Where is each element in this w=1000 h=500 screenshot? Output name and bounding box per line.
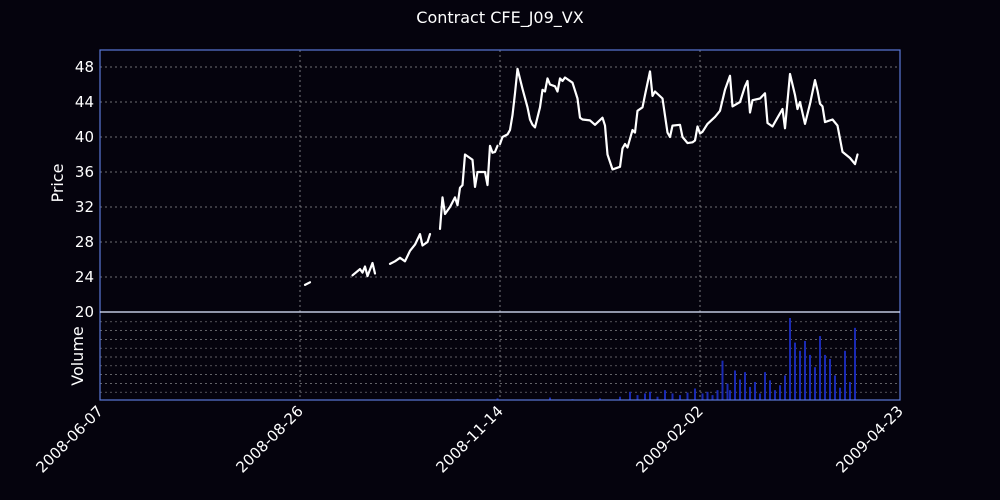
volume-bar bbox=[834, 375, 836, 400]
volume-bar bbox=[769, 380, 771, 400]
y-tick-label: 32 bbox=[75, 198, 94, 216]
volume-bar bbox=[774, 390, 776, 400]
volume-bar bbox=[619, 396, 621, 400]
volume-bar bbox=[701, 393, 704, 400]
volume-bar bbox=[656, 396, 659, 400]
volume-bars bbox=[456, 318, 856, 400]
volume-bar bbox=[854, 327, 856, 400]
price-series-segment bbox=[438, 144, 499, 230]
volume-bar bbox=[671, 393, 674, 400]
price-series-segment bbox=[388, 233, 432, 265]
volume-bar bbox=[829, 359, 831, 400]
volume-bar bbox=[849, 381, 851, 400]
volume-bar bbox=[664, 390, 666, 400]
y-tick-label: 28 bbox=[75, 233, 94, 251]
y-tick-label: 48 bbox=[75, 58, 94, 76]
axes-frame bbox=[99, 49, 901, 401]
volume-bar bbox=[799, 350, 801, 400]
volume-bar bbox=[754, 381, 756, 400]
volume-bar bbox=[844, 350, 846, 400]
volume-bar bbox=[721, 360, 724, 400]
volume-bar bbox=[809, 354, 811, 400]
volume-bar bbox=[739, 379, 741, 400]
volume-bar bbox=[764, 372, 766, 400]
y-tick-label: 44 bbox=[75, 93, 94, 111]
price-line bbox=[303, 67, 859, 286]
volume-bar bbox=[496, 398, 499, 400]
y-tick-label: 24 bbox=[75, 268, 94, 286]
volume-bar bbox=[784, 375, 786, 400]
x-tick-label: 2008-06-07 bbox=[32, 402, 106, 476]
volume-bar bbox=[839, 387, 841, 400]
volume-bar bbox=[804, 340, 806, 400]
x-tick-label: 2009-04-23 bbox=[832, 402, 906, 476]
volume-bar bbox=[629, 391, 631, 400]
volume-bar bbox=[694, 388, 696, 400]
grid bbox=[99, 50, 901, 400]
y-tick-label: 36 bbox=[75, 163, 94, 181]
volume-bar bbox=[706, 391, 709, 400]
volume-bar bbox=[794, 342, 796, 400]
price-series-segment bbox=[351, 261, 377, 278]
volume-bar bbox=[679, 395, 681, 400]
y-tick-label: 20 bbox=[75, 303, 94, 321]
volume-bar bbox=[749, 386, 751, 400]
volume-bar bbox=[789, 318, 791, 400]
y-tick-label: 40 bbox=[75, 128, 94, 146]
volume-bar bbox=[726, 383, 729, 400]
volume-bar bbox=[824, 354, 826, 400]
volume-bar bbox=[599, 398, 601, 400]
volume-bar bbox=[686, 392, 689, 400]
volume-bar bbox=[759, 393, 761, 400]
volume-bar bbox=[729, 390, 731, 400]
chart-title: Contract CFE_J09_VX bbox=[416, 8, 584, 27]
x-tick-label: 2008-11-14 bbox=[432, 402, 506, 476]
volume-bar bbox=[711, 395, 714, 400]
volume-bar bbox=[779, 385, 781, 400]
volume-bar bbox=[716, 390, 719, 400]
volume-bar bbox=[649, 391, 651, 400]
volume-bar bbox=[734, 370, 736, 400]
volume-bar bbox=[549, 397, 551, 400]
volume-bar bbox=[644, 393, 646, 400]
volume-axis-label: Volume bbox=[68, 326, 87, 386]
x-tick-label: 2008-08-26 bbox=[232, 402, 306, 476]
x-tick-label: 2009-02-02 bbox=[632, 402, 706, 476]
price-series-segment bbox=[303, 281, 312, 286]
volume-bar bbox=[814, 367, 816, 400]
price-series-segment bbox=[498, 67, 859, 171]
volume-bar bbox=[744, 372, 746, 400]
price-axis-label: Price bbox=[48, 163, 67, 202]
volume-bar bbox=[819, 336, 821, 400]
volume-bar bbox=[636, 395, 639, 400]
